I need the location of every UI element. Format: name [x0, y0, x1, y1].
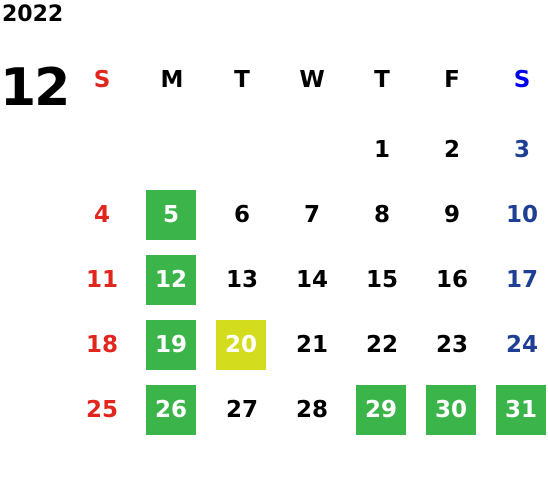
weekday-header: W — [299, 67, 325, 93]
weekday-header: T — [234, 67, 250, 93]
day: 25 — [85, 397, 118, 423]
day: 8 — [373, 202, 390, 228]
day: 11 — [85, 267, 118, 293]
day: 7 — [303, 202, 320, 228]
day: 15 — [365, 267, 398, 293]
day-highlighted: 26 — [146, 385, 196, 435]
year: 2022 — [2, 2, 64, 27]
day-highlighted: 31 — [496, 385, 546, 435]
day: 22 — [365, 332, 398, 358]
day: 27 — [225, 397, 258, 423]
day: 24 — [505, 332, 538, 358]
day: 10 — [505, 202, 538, 228]
day: 28 — [295, 397, 328, 423]
day: 4 — [93, 202, 110, 228]
day: 18 — [85, 332, 118, 358]
weekday-header: S — [513, 67, 531, 93]
day-highlighted: 19 — [146, 320, 196, 370]
day-highlighted: 12 — [146, 255, 196, 305]
weekday-header: S — [93, 67, 111, 93]
weekday-header: T — [374, 67, 390, 93]
day-highlighted: 20 — [216, 320, 266, 370]
day: 1 — [373, 137, 390, 163]
day: 21 — [295, 332, 328, 358]
day: 17 — [505, 267, 538, 293]
day: 23 — [435, 332, 468, 358]
day-highlighted: 29 — [356, 385, 406, 435]
day: 6 — [233, 202, 250, 228]
day: 16 — [435, 267, 468, 293]
day: 13 — [225, 267, 258, 293]
day: 14 — [295, 267, 328, 293]
weekday-header: F — [444, 67, 460, 93]
month: 12 — [0, 58, 70, 118]
day-highlighted: 5 — [146, 190, 196, 240]
day-highlighted: 30 — [426, 385, 476, 435]
day: 9 — [443, 202, 460, 228]
day: 2 — [443, 137, 460, 163]
day: 3 — [513, 137, 530, 163]
weekday-header: M — [160, 67, 184, 93]
